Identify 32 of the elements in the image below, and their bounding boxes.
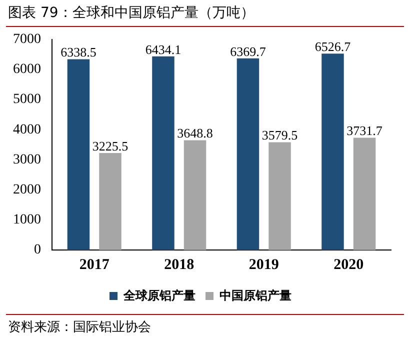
legend-label: 全球原铝产量	[122, 288, 196, 302]
bar	[152, 56, 174, 250]
text: 资料来源：国际铝业协会	[8, 319, 151, 336]
y-tick-label: 2000	[13, 182, 41, 198]
x-tick-label: 2019	[248, 256, 279, 273]
data-label: 6434.1	[145, 42, 182, 57]
legend-label: 中国原铝产量	[220, 288, 292, 302]
data-label: 3731.7	[346, 123, 383, 138]
y-tick-label: 6000	[13, 62, 41, 78]
data-label: 6526.7	[314, 39, 352, 54]
y-tick-label: 5000	[13, 92, 41, 108]
data-label: 3225.5	[92, 138, 128, 154]
bar	[353, 138, 376, 250]
data-label: 3648.8	[177, 126, 213, 141]
y-tick-label: 0	[34, 242, 41, 258]
x-tick-label: 2020	[334, 256, 364, 273]
bar	[99, 152, 122, 250]
x-tick-label: 2018	[164, 256, 194, 273]
bar	[67, 59, 90, 250]
y-tick-label: 3000	[13, 152, 41, 168]
data-label: 3579.5	[262, 128, 298, 143]
y-tick-label: 1000	[13, 212, 41, 228]
y-tick-label: 4000	[13, 122, 41, 138]
x-tick-label: 2017	[79, 256, 110, 273]
chart-title: 图表 79：全球和中国原铝产量（万吨）	[8, 4, 254, 22]
bar	[268, 142, 291, 250]
bar	[322, 54, 344, 250]
data-label: 6338.5	[60, 44, 96, 60]
bar	[236, 58, 260, 250]
bar	[184, 140, 206, 250]
data-label: 6369.7	[230, 44, 266, 59]
y-tick-label: 7000	[13, 32, 41, 48]
